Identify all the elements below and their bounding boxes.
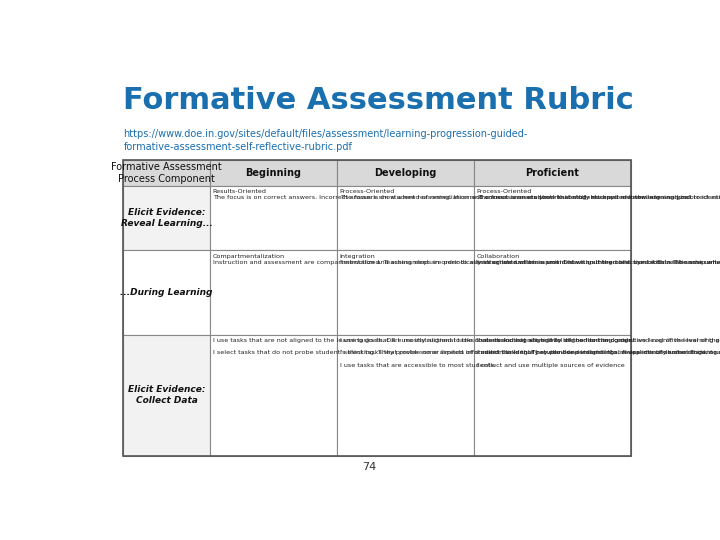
Text: I use tasks that are not aligned to the learning goals. OR I use instructional t: I use tasks that are not aligned to the … xyxy=(212,338,720,355)
Bar xyxy=(474,160,631,186)
Bar xyxy=(337,251,474,335)
Text: Formative Assessment
Process Component: Formative Assessment Process Component xyxy=(112,162,222,184)
Text: Elicit Evidence:
Reveal Learning...: Elicit Evidence: Reveal Learning... xyxy=(121,208,212,228)
Text: Proficient: Proficient xyxy=(526,168,580,178)
Bar xyxy=(124,160,210,186)
Bar xyxy=(337,335,474,456)
Bar xyxy=(337,160,474,186)
Bar xyxy=(474,186,631,251)
Bar xyxy=(474,335,631,456)
Bar xyxy=(210,251,337,335)
Text: Beginning: Beginning xyxy=(246,168,301,178)
Text: 74: 74 xyxy=(362,462,376,472)
Bar xyxy=(210,186,337,251)
Text: Results-Oriented
The focus is on correct answers. Incorrect answers show a need : Results-Oriented The focus is on correct… xyxy=(212,189,692,200)
Text: I use tasks that are mostly aligned to the content and cognitive level of the le: I use tasks that are mostly aligned to t… xyxy=(340,338,720,368)
Text: Process-Oriented
The focus is on student reasoning. Incorrect answers are analyz: Process-Oriented The focus is on student… xyxy=(340,189,720,200)
Text: Developing: Developing xyxy=(374,168,436,178)
Text: Collaboration
Instruction and assessment have an integrated, symbiotic relations: Collaboration Instruction and assessment… xyxy=(477,254,720,265)
Text: Formative Assessment Rubric: Formative Assessment Rubric xyxy=(124,85,634,114)
Text: https://www.doe.in.gov/sites/default/files/assessment/learning-progression-guide: https://www.doe.in.gov/sites/default/fil… xyxy=(124,129,528,152)
Text: Compartmentalization
Instruction and assessment are compartmentalized. Teaching : Compartmentalization Instruction and ass… xyxy=(212,254,720,265)
Text: I use tasks that are tightly aligned to the content and cognitive level of the l: I use tasks that are tightly aligned to … xyxy=(477,338,720,368)
Bar xyxy=(337,186,474,251)
Text: ...During Learning: ...During Learning xyxy=(120,288,213,297)
Bar xyxy=(124,335,210,456)
Text: Elicit Evidence:
Collect Data: Elicit Evidence: Collect Data xyxy=(128,385,205,405)
Bar xyxy=(210,160,337,186)
Bar xyxy=(124,251,210,335)
Bar xyxy=(210,335,337,456)
Text: Integration
Instruction and assessment are periodically integrated within a unit: Integration Instruction and assessment a… xyxy=(340,254,720,265)
Bar xyxy=(124,160,631,456)
Bar xyxy=(124,186,210,251)
Bar xyxy=(474,251,631,335)
Text: Process-Oriented
The focus is on student reasoning. Incorrect answers are analyz: Process-Oriented The focus is on student… xyxy=(477,189,720,200)
